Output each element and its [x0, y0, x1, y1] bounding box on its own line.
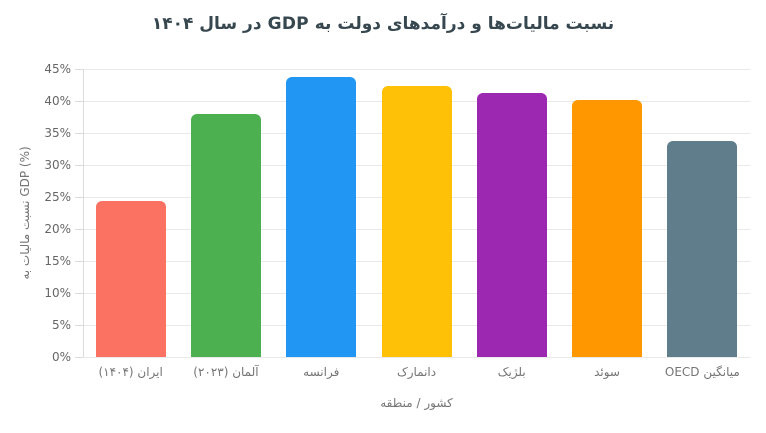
gridline — [83, 69, 750, 70]
y-tick — [75, 197, 83, 198]
x-category-label: آلمان (۲۰۲۳) — [193, 365, 259, 379]
y-tick-label: 20% — [44, 222, 71, 236]
x-category-label: سوئد — [594, 365, 620, 379]
y-tick-label: 25% — [44, 190, 71, 204]
x-category-label: ایران (۱۴۰۴) — [98, 365, 163, 379]
y-tick — [75, 325, 83, 326]
bar-1 — [190, 113, 261, 357]
y-tick-label: 0% — [51, 350, 71, 364]
x-category-label: بلژیک — [497, 365, 526, 379]
gridline — [83, 357, 750, 358]
y-tick — [75, 261, 83, 262]
y-tick-label: 15% — [44, 254, 71, 268]
bar-6 — [667, 140, 738, 357]
y-tick-label: 10% — [44, 286, 71, 300]
x-category-label: دانمارک — [396, 365, 437, 379]
y-tick — [75, 357, 83, 358]
y-tick-label: 30% — [44, 158, 71, 172]
y-tick-label: 45% — [44, 62, 71, 76]
chart-title: نسبت مالیات‌ها و درآمدهای دولت به GDP در… — [151, 14, 615, 34]
y-axis-line — [83, 69, 84, 357]
y-tick-label: 35% — [44, 126, 71, 140]
bar-2 — [286, 77, 357, 357]
y-tick — [75, 69, 83, 70]
x-category-label: میانگین OECD — [664, 365, 740, 379]
bar-0 — [95, 200, 166, 357]
y-tick — [75, 165, 83, 166]
y-tick — [75, 133, 83, 134]
bar-5 — [572, 99, 643, 357]
y-tick — [75, 101, 83, 102]
bar-4 — [476, 93, 547, 357]
y-tick — [75, 293, 83, 294]
y-tick — [75, 229, 83, 230]
x-axis-title: کشور / منطقه — [380, 396, 453, 410]
x-category-label: فرانسه — [303, 365, 340, 379]
bar-3 — [381, 85, 452, 357]
y-tick-label: 40% — [44, 94, 71, 108]
y-tick-label: 5% — [51, 318, 71, 332]
